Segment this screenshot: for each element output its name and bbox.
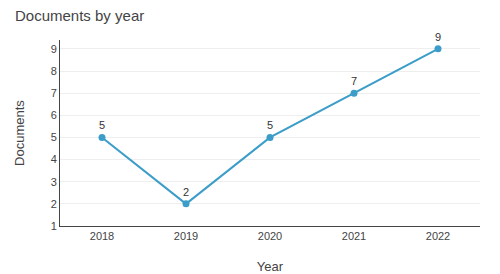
svg-text:Documents: Documents bbox=[12, 100, 27, 166]
svg-text:2022: 2022 bbox=[426, 230, 450, 242]
svg-text:2: 2 bbox=[51, 198, 57, 210]
svg-text:9: 9 bbox=[51, 43, 57, 55]
svg-text:2: 2 bbox=[183, 186, 189, 198]
svg-text:Documents by year: Documents by year bbox=[15, 7, 144, 24]
svg-text:1: 1 bbox=[51, 220, 57, 232]
svg-text:9: 9 bbox=[435, 31, 441, 43]
svg-text:5: 5 bbox=[99, 119, 105, 131]
svg-text:4: 4 bbox=[51, 153, 57, 165]
svg-text:2021: 2021 bbox=[342, 230, 366, 242]
svg-text:7: 7 bbox=[51, 87, 57, 99]
svg-text:8: 8 bbox=[51, 65, 57, 77]
svg-text:Year: Year bbox=[257, 259, 284, 274]
svg-text:3: 3 bbox=[51, 176, 57, 188]
svg-text:6: 6 bbox=[51, 109, 57, 121]
svg-text:5: 5 bbox=[267, 119, 273, 131]
svg-text:2020: 2020 bbox=[258, 230, 282, 242]
svg-text:7: 7 bbox=[351, 75, 357, 87]
svg-text:2018: 2018 bbox=[90, 230, 114, 242]
svg-text:5: 5 bbox=[51, 131, 57, 143]
svg-text:2019: 2019 bbox=[174, 230, 198, 242]
